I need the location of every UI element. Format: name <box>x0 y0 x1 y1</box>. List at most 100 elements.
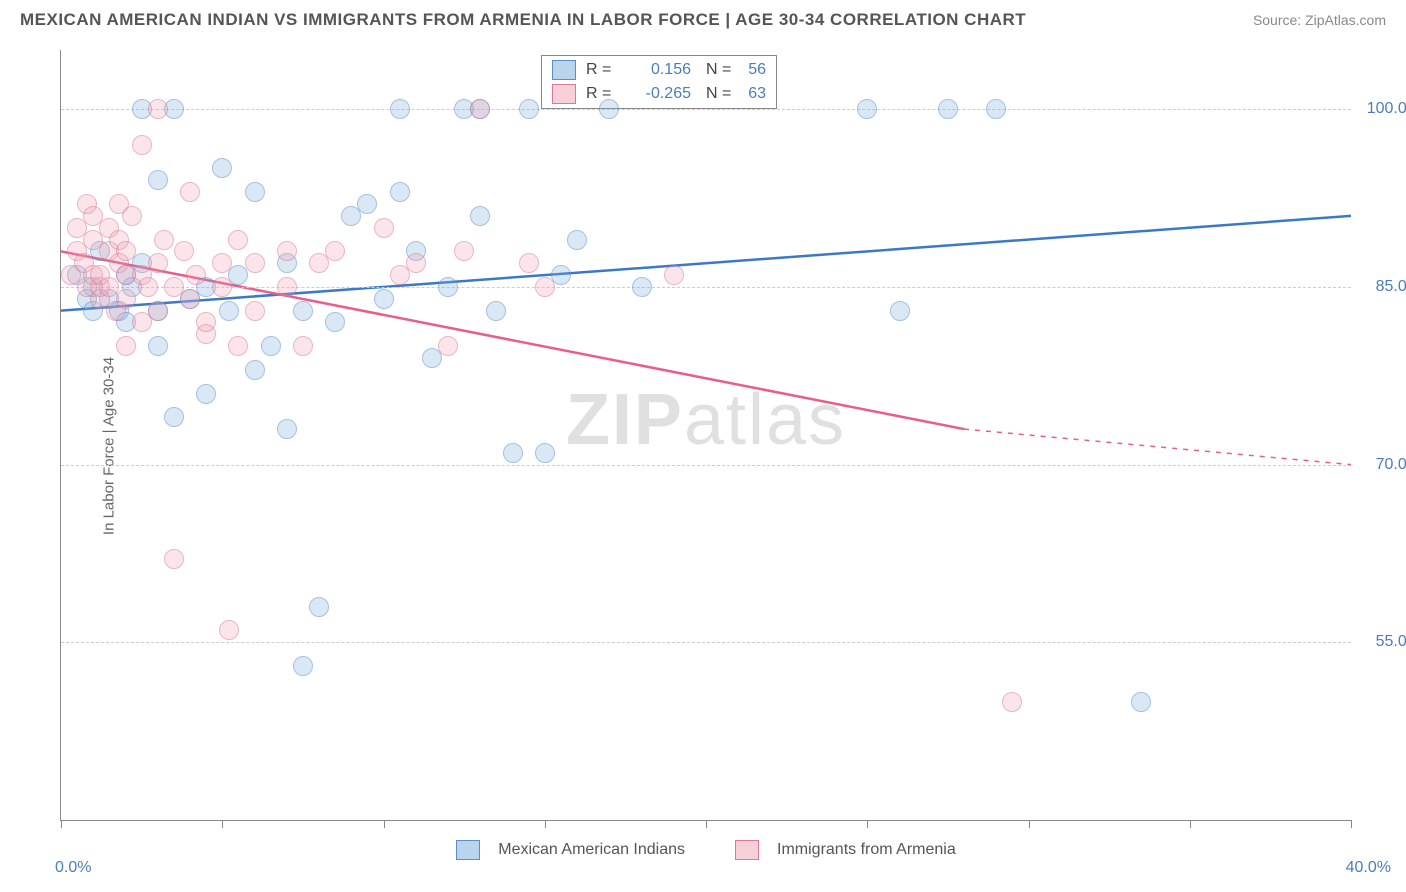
data-point <box>277 241 297 261</box>
x-tick <box>1190 820 1191 828</box>
data-point <box>219 301 239 321</box>
chart-title: MEXICAN AMERICAN INDIAN VS IMMIGRANTS FR… <box>20 10 1026 30</box>
data-point <box>406 253 426 273</box>
data-point <box>174 241 194 261</box>
x-tick <box>61 820 62 828</box>
data-point <box>470 206 490 226</box>
data-point <box>212 277 232 297</box>
data-point <box>938 99 958 119</box>
n-value: 56 <box>736 61 766 79</box>
data-point <box>567 230 587 250</box>
y-tick-label: 55.0% <box>1376 633 1406 651</box>
x-tick <box>1029 820 1030 828</box>
data-point <box>138 277 158 297</box>
gridline <box>61 465 1351 466</box>
legend-label: Mexican American Indians <box>498 841 685 859</box>
data-point <box>357 194 377 214</box>
data-point <box>519 253 539 273</box>
data-point <box>180 182 200 202</box>
data-point <box>986 99 1006 119</box>
data-point <box>261 336 281 356</box>
data-point <box>1002 692 1022 712</box>
data-point <box>148 99 168 119</box>
legend-item: Immigrants from Armenia <box>735 840 956 860</box>
n-value: 63 <box>736 85 766 103</box>
gridline <box>61 287 1351 288</box>
legend-item: Mexican American Indians <box>456 840 685 860</box>
r-label: R = <box>586 61 621 79</box>
data-point <box>599 99 619 119</box>
data-point <box>148 301 168 321</box>
legend-swatch <box>552 60 576 80</box>
data-point <box>164 549 184 569</box>
data-point <box>219 620 239 640</box>
x-tick <box>706 820 707 828</box>
data-point <box>438 336 458 356</box>
data-point <box>245 182 265 202</box>
r-value: 0.156 <box>621 61 691 79</box>
data-point <box>186 265 206 285</box>
data-point <box>212 253 232 273</box>
data-point <box>890 301 910 321</box>
data-point <box>196 312 216 332</box>
data-point <box>486 301 506 321</box>
gridline <box>61 642 1351 643</box>
data-point <box>857 99 877 119</box>
data-point <box>503 443 523 463</box>
r-value: -0.265 <box>621 85 691 103</box>
data-point <box>309 597 329 617</box>
data-point <box>245 301 265 321</box>
trend-lines <box>61 50 1351 820</box>
n-label: N = <box>706 61 736 79</box>
data-point <box>212 158 232 178</box>
data-point <box>390 182 410 202</box>
data-point <box>519 99 539 119</box>
data-point <box>632 277 652 297</box>
data-point <box>228 336 248 356</box>
x-axis-min-label: 0.0% <box>55 859 91 877</box>
data-point <box>535 277 555 297</box>
data-point <box>293 301 313 321</box>
data-point <box>277 277 297 297</box>
source-label: Source: ZipAtlas.com <box>1253 12 1386 28</box>
data-point <box>148 170 168 190</box>
legend-swatch <box>735 840 759 860</box>
y-tick-label: 100.0% <box>1367 100 1406 118</box>
data-point <box>132 135 152 155</box>
data-point <box>196 384 216 404</box>
data-point <box>535 443 555 463</box>
data-point <box>116 336 136 356</box>
data-point <box>664 265 684 285</box>
x-tick <box>1351 820 1352 828</box>
data-point <box>390 99 410 119</box>
gridline <box>61 109 1351 110</box>
correlation-legend: R = 0.156 N = 56 R = -0.265 N = 63 <box>541 55 777 109</box>
series-legend: Mexican American Indians Immigrants from… <box>61 840 1351 860</box>
data-point <box>1131 692 1151 712</box>
data-point <box>374 218 394 238</box>
data-point <box>293 336 313 356</box>
n-label: N = <box>706 85 736 103</box>
data-point <box>154 230 174 250</box>
data-point <box>277 419 297 439</box>
x-axis-max-label: 40.0% <box>1346 859 1391 877</box>
legend-swatch <box>552 84 576 104</box>
data-point <box>470 99 490 119</box>
data-point <box>164 407 184 427</box>
legend-row: R = -0.265 N = 63 <box>542 82 776 106</box>
data-point <box>148 336 168 356</box>
legend-swatch <box>456 840 480 860</box>
legend-row: R = 0.156 N = 56 <box>542 58 776 82</box>
data-point <box>122 206 142 226</box>
data-point <box>180 289 200 309</box>
x-tick <box>222 820 223 828</box>
data-point <box>245 360 265 380</box>
data-point <box>325 241 345 261</box>
y-tick-label: 70.0% <box>1376 456 1406 474</box>
data-point <box>454 241 474 261</box>
data-point <box>374 289 394 309</box>
data-point <box>325 312 345 332</box>
data-point <box>293 656 313 676</box>
data-point <box>438 277 458 297</box>
watermark: ZIPatlas <box>566 379 846 461</box>
